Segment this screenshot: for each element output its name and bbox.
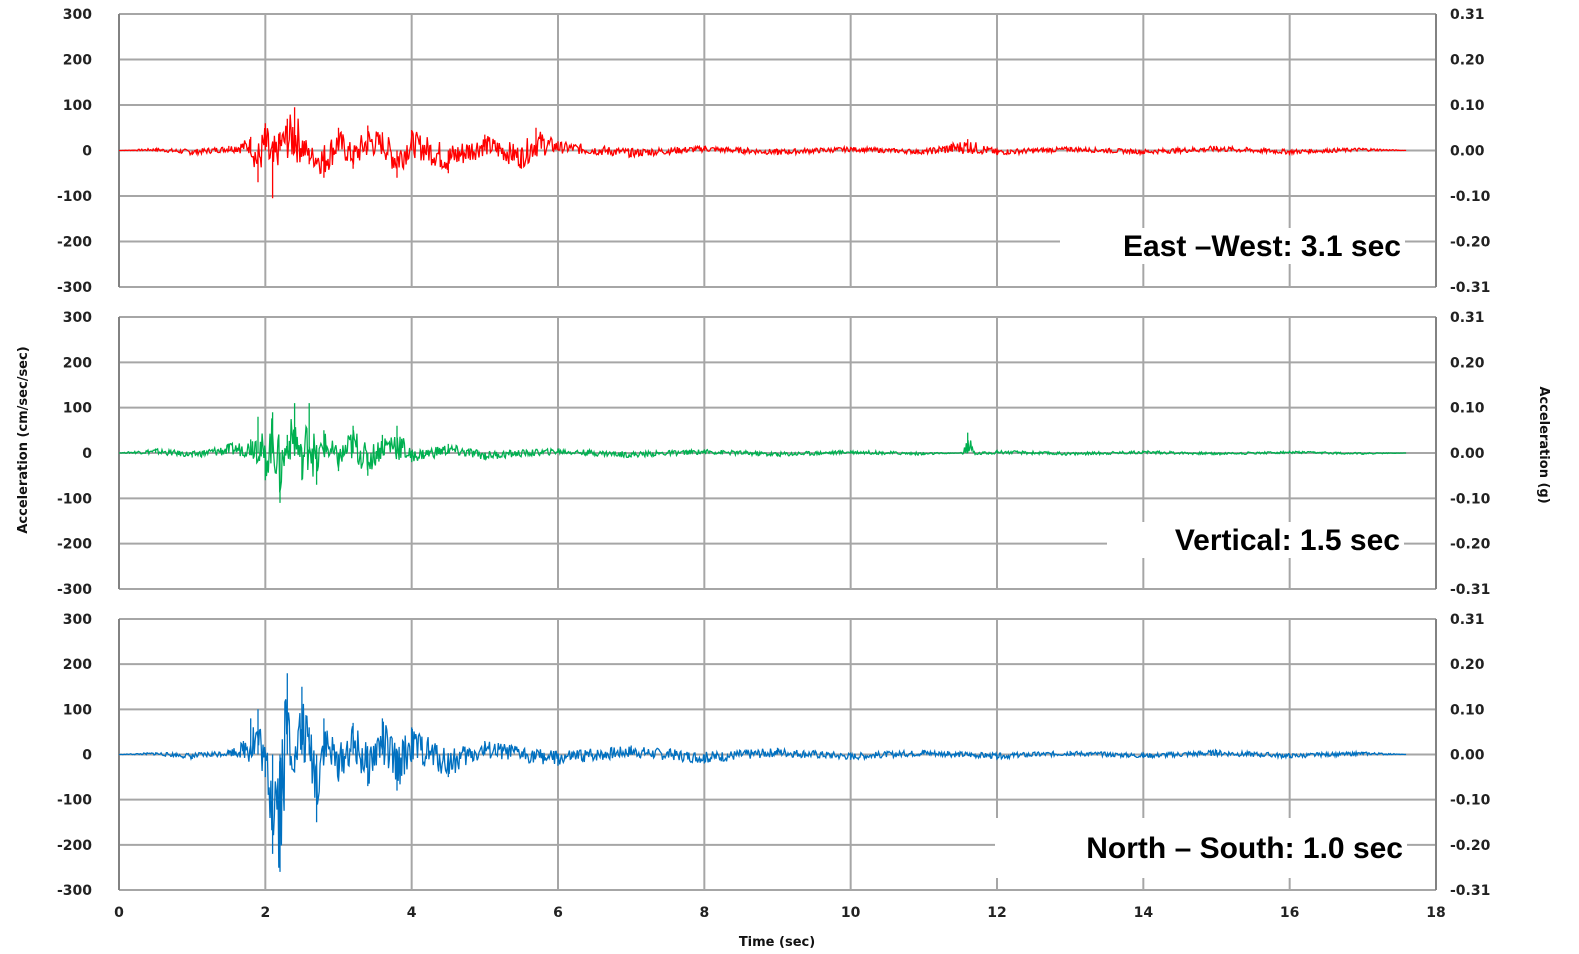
y2-tick-label: 0.31 (1450, 612, 1485, 628)
panel-label-box (1107, 522, 1404, 558)
y-tick-label: -300 (57, 883, 92, 899)
y2-tick-label: 0.31 (1450, 7, 1485, 23)
panel-middle: 300 0.31 200 0.20 100 0.10 0 0.00 -100 -0.10 -200 -… (57, 310, 1491, 598)
y2-tick-label: -0.10 (1450, 793, 1491, 809)
panel-top: 300 0.31 200 0.20 100 0.10 0 0.00 -100 -0.10 -200 -… (57, 7, 1491, 296)
y-tick-label: -100 (57, 793, 92, 809)
x-tick-label: 0 (114, 905, 124, 921)
y2-tick-label: -0.20 (1450, 838, 1491, 854)
y-tick-label: 100 (63, 702, 92, 718)
y-tick-label: -100 (57, 491, 92, 507)
series-trace-bottom (119, 673, 1407, 872)
y-tick-label: -100 (57, 189, 92, 205)
panel-label-box (995, 818, 1407, 878)
y-tick-label: -200 (57, 838, 92, 854)
y-tick-label: -300 (57, 582, 92, 598)
x-tick-label: 4 (407, 905, 417, 921)
panel-label: Vertical: 1.5 sec (1175, 524, 1400, 557)
y-tick-label: 200 (63, 53, 92, 69)
y2-tick-label: -0.31 (1450, 582, 1490, 598)
y-tick-label: 100 (63, 401, 92, 417)
y-tick-label: 0 (82, 748, 92, 764)
y-axis-title-left: Acceleration (cm/sec/sec) (16, 346, 31, 533)
y2-tick-label: 0.10 (1450, 702, 1485, 718)
x-tick-label: 8 (699, 905, 709, 921)
y-tick-label: 200 (63, 657, 92, 673)
series-trace-middle (119, 403, 1407, 503)
y-tick-label: 100 (63, 98, 92, 114)
y2-tick-label: -0.31 (1450, 280, 1490, 296)
y2-tick-label: -0.20 (1450, 235, 1491, 251)
y2-tick-label: 0.10 (1450, 98, 1485, 114)
y-tick-label: 0 (82, 446, 92, 462)
panel-label: East –West: 3.1 sec (1123, 230, 1401, 263)
y-tick-label: 300 (63, 7, 92, 23)
y2-tick-label: 0.20 (1450, 355, 1485, 371)
x-tick-label: 14 (1134, 905, 1154, 921)
x-axis-title: Time (sec) (739, 935, 815, 950)
y2-tick-label: -0.31 (1450, 883, 1490, 899)
x-tick-label: 12 (987, 905, 1006, 921)
y-tick-label: 0 (82, 144, 92, 160)
y-tick-label: 300 (63, 310, 92, 326)
y2-tick-label: 0.20 (1450, 53, 1485, 69)
x-tick-label: 18 (1426, 905, 1445, 921)
y2-tick-label: 0.00 (1450, 144, 1485, 160)
x-tick-label: 6 (553, 905, 563, 921)
series-trace-top (119, 107, 1407, 199)
y-tick-label: -200 (57, 537, 92, 553)
y2-tick-label: 0.00 (1450, 446, 1485, 462)
y2-tick-label: -0.20 (1450, 537, 1491, 553)
y-tick-label: -200 (57, 235, 92, 251)
y2-tick-label: 0.31 (1450, 310, 1485, 326)
x-tick-label: 2 (260, 905, 270, 921)
y2-tick-label: -0.10 (1450, 491, 1491, 507)
y-tick-label: 200 (63, 355, 92, 371)
panel-label-box (1060, 228, 1405, 264)
x-tick-label: 16 (1280, 905, 1299, 921)
y-axis-title-right: Acceleration (g) (1536, 386, 1551, 503)
y2-tick-label: 0.00 (1450, 748, 1485, 764)
y-tick-label: 300 (63, 612, 92, 628)
panel-label: North – South: 1.0 sec (1086, 832, 1403, 865)
y2-tick-label: -0.10 (1450, 189, 1491, 205)
y2-tick-label: 0.10 (1450, 401, 1485, 417)
y-tick-label: -300 (57, 280, 92, 296)
x-tick-label: 10 (841, 905, 861, 921)
y2-tick-label: 0.20 (1450, 657, 1485, 673)
